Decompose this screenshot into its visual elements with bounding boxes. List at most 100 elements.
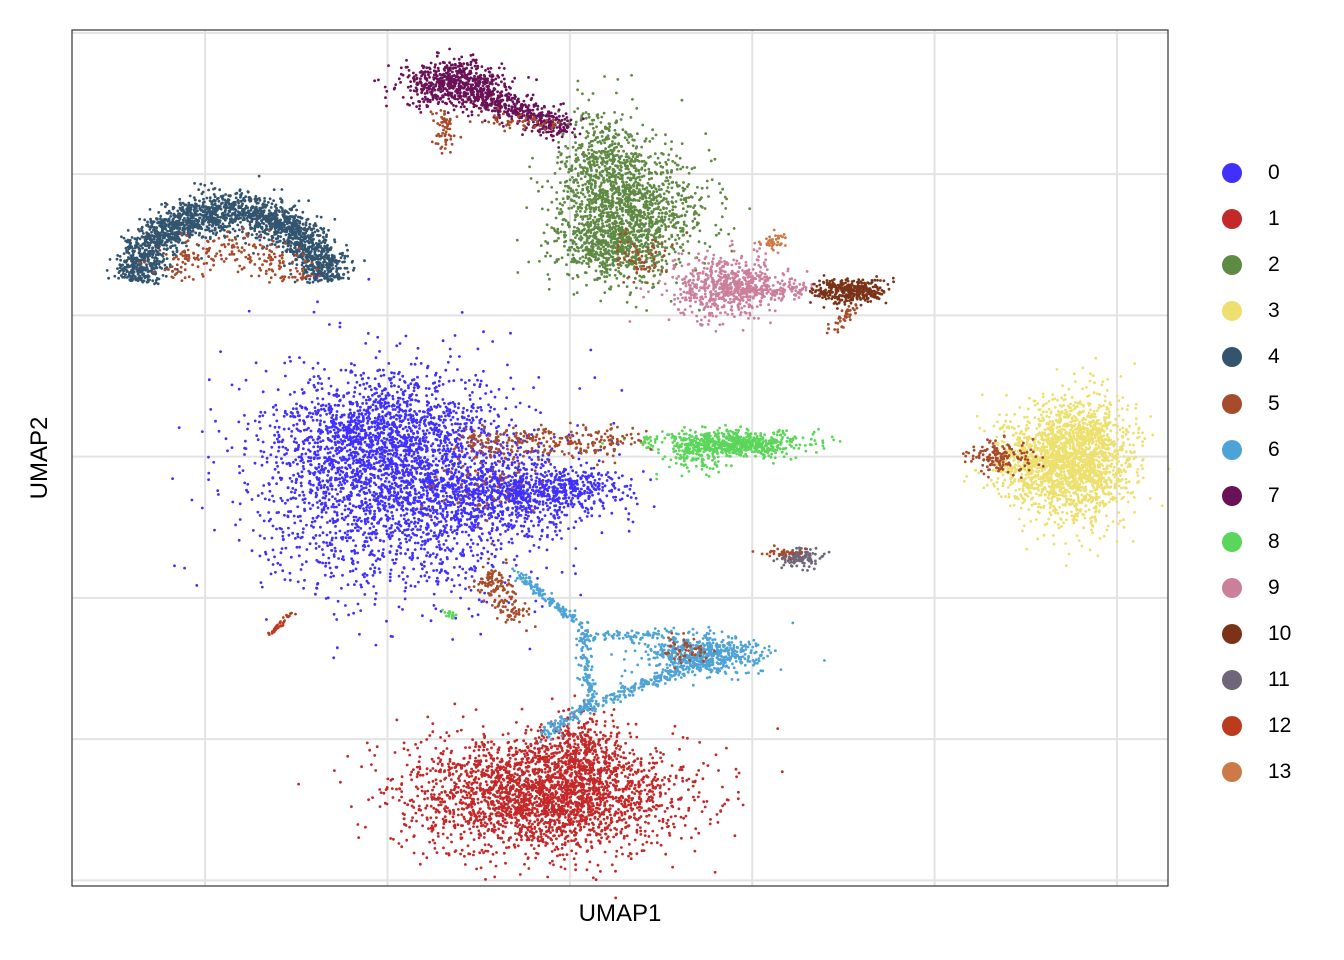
point — [636, 229, 639, 233]
point — [598, 264, 602, 268]
point — [288, 248, 292, 252]
point — [660, 199, 663, 203]
point — [555, 239, 559, 243]
point — [399, 66, 403, 70]
point — [383, 85, 387, 89]
point — [575, 233, 579, 237]
point — [490, 78, 494, 82]
point — [628, 184, 632, 188]
point — [663, 215, 667, 219]
point — [286, 238, 290, 242]
point — [210, 229, 214, 233]
point — [687, 251, 691, 255]
point — [461, 110, 465, 114]
point — [714, 223, 718, 227]
point — [658, 273, 662, 276]
point — [139, 244, 142, 248]
point — [415, 90, 418, 93]
point — [581, 112, 585, 115]
point — [605, 173, 609, 177]
point — [582, 259, 586, 263]
point — [641, 184, 644, 188]
point — [609, 143, 612, 147]
point — [352, 266, 356, 270]
point — [207, 215, 211, 219]
point — [599, 270, 603, 273]
point — [698, 308, 701, 312]
point — [621, 248, 624, 252]
point — [500, 121, 504, 125]
point — [570, 260, 573, 264]
point — [611, 140, 614, 143]
point — [325, 233, 328, 237]
point — [644, 217, 648, 221]
point — [667, 158, 670, 162]
point — [316, 245, 320, 249]
point — [671, 196, 674, 199]
point — [133, 249, 136, 253]
point — [621, 180, 624, 184]
point — [428, 67, 432, 71]
point — [613, 237, 616, 241]
point — [318, 239, 321, 243]
point — [320, 278, 323, 282]
point — [527, 76, 530, 79]
point — [145, 232, 149, 235]
point — [622, 234, 625, 238]
point — [613, 128, 617, 132]
point — [437, 51, 440, 55]
point — [442, 75, 446, 78]
point — [626, 205, 630, 209]
point — [408, 103, 411, 107]
point — [599, 299, 603, 303]
point — [301, 258, 305, 261]
point — [255, 218, 259, 222]
point — [525, 206, 529, 210]
point — [144, 244, 148, 248]
point — [373, 79, 376, 83]
point — [588, 216, 592, 220]
point — [303, 243, 307, 247]
point — [634, 151, 637, 155]
point — [583, 248, 587, 252]
point — [600, 135, 604, 138]
point — [638, 172, 641, 175]
point — [122, 252, 126, 256]
point — [157, 211, 161, 214]
point — [626, 186, 630, 190]
point — [456, 92, 459, 95]
point — [297, 230, 301, 234]
point — [263, 199, 266, 203]
point — [154, 281, 158, 285]
point — [583, 195, 587, 199]
point — [644, 254, 648, 257]
point — [297, 199, 301, 203]
point — [670, 170, 673, 174]
point — [584, 206, 588, 209]
point — [308, 264, 312, 268]
point — [608, 273, 612, 277]
point — [676, 221, 680, 225]
point — [625, 152, 628, 156]
point — [641, 123, 645, 127]
point — [658, 252, 661, 255]
point — [297, 236, 301, 240]
point — [452, 57, 456, 61]
point — [574, 242, 578, 246]
point — [617, 142, 620, 146]
point — [123, 265, 127, 269]
point — [219, 207, 223, 211]
point — [193, 182, 197, 185]
point — [201, 235, 205, 239]
point — [169, 215, 173, 218]
point — [596, 277, 600, 280]
point — [143, 218, 147, 222]
point — [687, 183, 691, 186]
point — [632, 188, 635, 192]
point — [489, 66, 493, 70]
point — [563, 201, 566, 204]
point — [637, 160, 641, 163]
point — [385, 89, 389, 93]
point — [576, 146, 580, 150]
